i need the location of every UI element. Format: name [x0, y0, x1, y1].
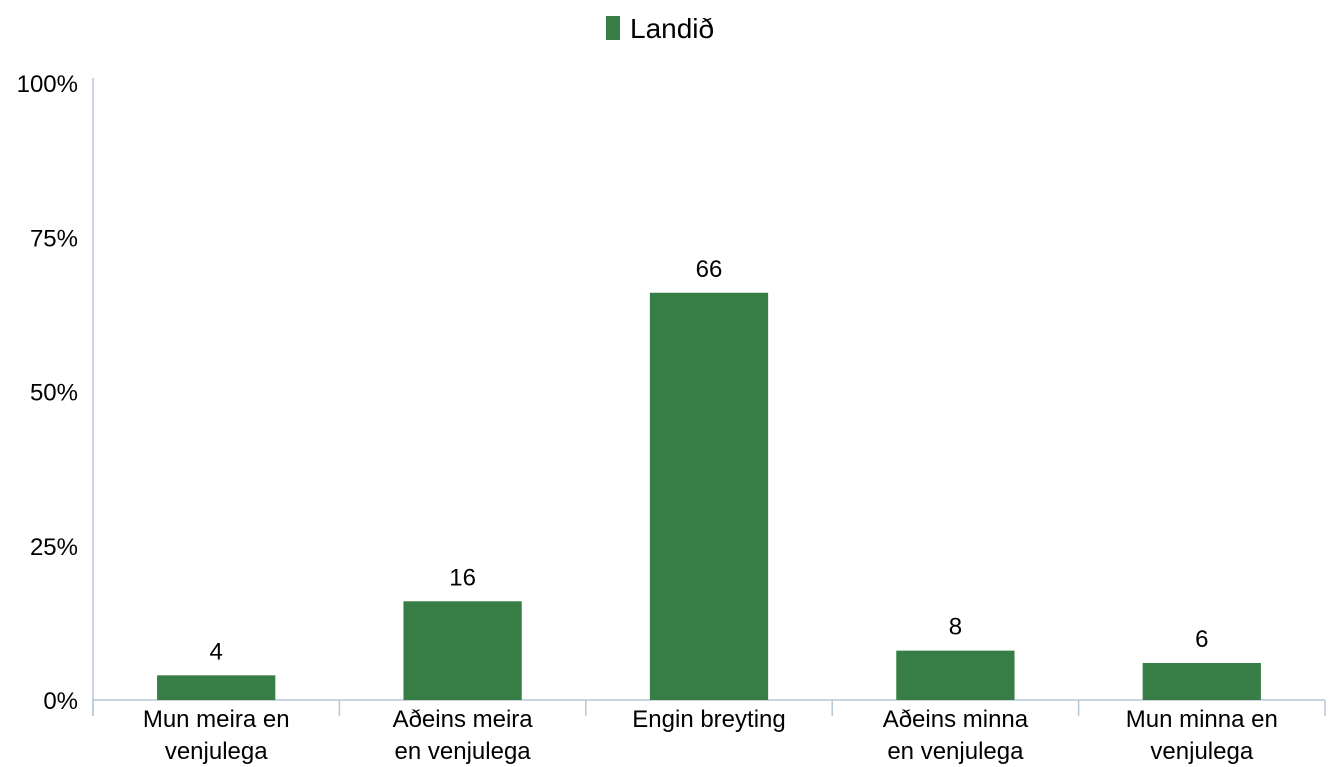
bar: [403, 601, 522, 700]
category-label: Mun meira en venjulega: [143, 706, 290, 765]
category-label-line: Mun minna en: [1126, 706, 1278, 733]
legend-swatch: [606, 16, 620, 40]
category-label-line: en venjulega: [887, 738, 1024, 765]
category-labels: Mun meira en venjulega Aðeins meira en venj…: [143, 706, 1278, 765]
bars: [157, 292, 1261, 700]
data-label: 16: [449, 564, 476, 591]
category-label-line: venjulega: [1150, 738, 1253, 765]
y-tick-label: 25%: [30, 534, 78, 561]
category-label-line: Mun meira en: [143, 706, 290, 733]
data-label: 6: [1195, 626, 1208, 653]
y-tick-label: 50%: [30, 380, 78, 407]
bar: [896, 650, 1015, 700]
category-label-line: Engin breyting: [632, 706, 785, 733]
category-label: Aðeins minna en venjulega: [883, 706, 1029, 765]
y-tick-label: 100%: [17, 71, 78, 98]
legend: Landið: [606, 13, 714, 44]
y-tick-label: 75%: [30, 225, 78, 252]
x-tick-marks: [92, 700, 1326, 716]
category-label: Aðeins meira en venjulega: [393, 706, 534, 765]
bar: [1142, 662, 1261, 700]
category-label-line: Aðeins minna: [883, 706, 1029, 733]
data-label: 8: [949, 614, 962, 641]
legend-label: Landið: [630, 13, 714, 44]
data-label: 66: [696, 256, 723, 283]
category-label-line: venjulega: [165, 738, 268, 765]
bar: [157, 675, 276, 700]
bar: [649, 292, 769, 700]
data-labels: 4 16 66 8 6: [210, 256, 1209, 666]
y-tick-labels: 0% 25% 50% 75% 100%: [17, 71, 78, 715]
category-label: Mun minna en venjulega: [1126, 706, 1278, 765]
category-label-line: en venjulega: [395, 738, 532, 765]
category-label-line: Aðeins meira: [393, 706, 534, 733]
y-tick-label: 0%: [43, 688, 78, 715]
data-label: 4: [210, 638, 223, 665]
category-label: Engin breyting: [632, 706, 785, 733]
